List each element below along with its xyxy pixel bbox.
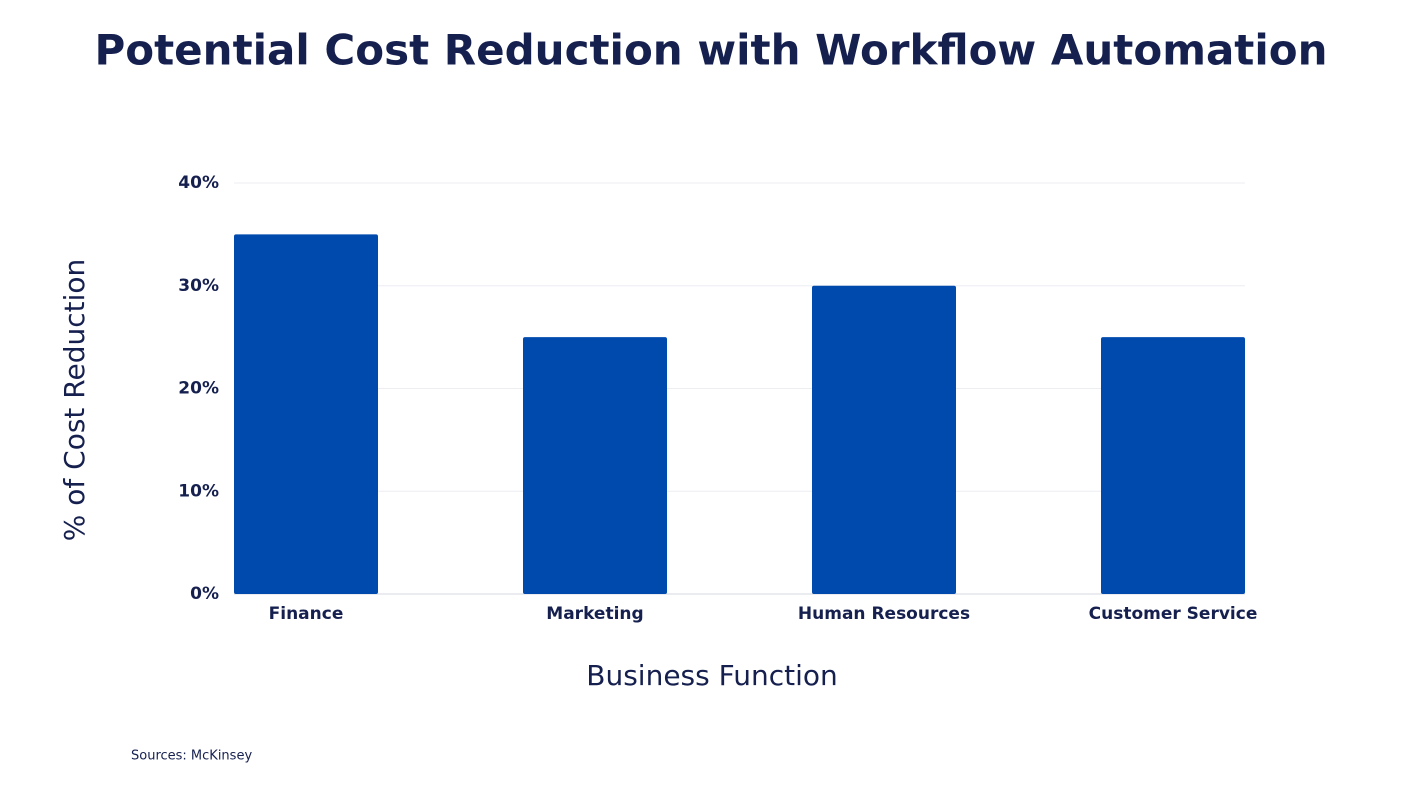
x-tick-label: Finance (269, 604, 344, 624)
source-note: Sources: McKinsey (131, 749, 252, 764)
bar (1101, 337, 1245, 594)
y-axis-label: % of Cost Reduction (58, 259, 91, 542)
x-tick-label: Human Resources (798, 604, 970, 624)
y-tick-label: 30% (178, 276, 219, 296)
x-axis-label: Business Function (586, 659, 837, 692)
chart-title: Potential Cost Reduction with Workflow A… (94, 26, 1327, 75)
bar (812, 285, 956, 594)
y-tick-label: 20% (178, 379, 219, 399)
bar (523, 337, 667, 594)
x-tick-label: Customer Service (1089, 604, 1258, 624)
y-tick-label: 40% (178, 173, 219, 193)
y-tick-label: 0% (190, 584, 219, 604)
x-tick-label: Marketing (546, 604, 643, 624)
bar (234, 234, 378, 594)
y-tick-label: 10% (178, 481, 219, 501)
